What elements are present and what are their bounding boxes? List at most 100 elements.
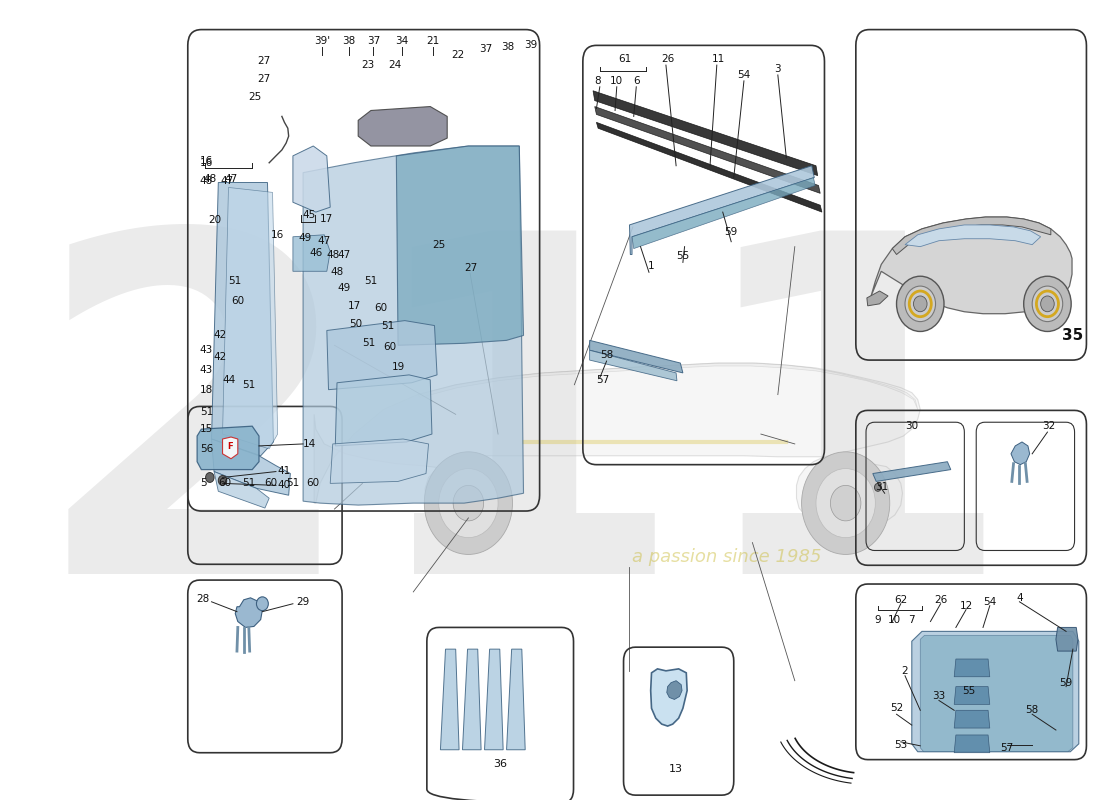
Text: 23: 23 — [361, 60, 374, 70]
Text: 39: 39 — [524, 40, 537, 50]
Text: a passion since 1985: a passion since 1985 — [632, 548, 822, 566]
Polygon shape — [1011, 442, 1030, 465]
Text: 211: 211 — [31, 216, 1016, 672]
Polygon shape — [921, 635, 1072, 752]
Polygon shape — [462, 649, 481, 750]
Polygon shape — [595, 106, 821, 194]
Polygon shape — [593, 90, 817, 176]
Polygon shape — [214, 471, 270, 508]
Polygon shape — [418, 363, 917, 410]
Circle shape — [905, 286, 935, 322]
Polygon shape — [954, 735, 990, 753]
Text: 16: 16 — [271, 230, 284, 240]
Circle shape — [1032, 286, 1063, 322]
Circle shape — [206, 473, 214, 482]
Text: 30: 30 — [905, 421, 918, 431]
Text: 58: 58 — [600, 350, 613, 360]
Text: 3: 3 — [774, 64, 781, 74]
Circle shape — [1024, 276, 1071, 331]
Text: 13: 13 — [669, 765, 683, 774]
Text: 41: 41 — [277, 466, 290, 475]
Text: 35: 35 — [1063, 328, 1084, 343]
Text: 26: 26 — [661, 54, 674, 64]
Text: 47: 47 — [224, 174, 238, 183]
Text: 44: 44 — [222, 375, 236, 385]
Text: 51: 51 — [382, 321, 395, 330]
Text: 27: 27 — [464, 263, 477, 274]
Circle shape — [453, 486, 484, 521]
Circle shape — [896, 276, 944, 331]
Text: 58: 58 — [1025, 706, 1038, 715]
Text: 5: 5 — [200, 478, 207, 488]
Text: 37: 37 — [478, 44, 492, 54]
Polygon shape — [304, 146, 524, 505]
Text: 36: 36 — [493, 758, 507, 769]
Text: 14: 14 — [304, 439, 317, 449]
Text: 32: 32 — [1043, 421, 1056, 431]
Circle shape — [913, 296, 927, 312]
Text: 54: 54 — [983, 597, 997, 606]
Text: 40: 40 — [277, 480, 290, 490]
Polygon shape — [336, 375, 432, 446]
Circle shape — [830, 486, 861, 521]
Text: 9: 9 — [874, 614, 881, 625]
Text: 48: 48 — [204, 174, 217, 183]
Text: 26: 26 — [934, 595, 947, 605]
Polygon shape — [867, 291, 888, 306]
Polygon shape — [293, 234, 330, 271]
Text: 47: 47 — [338, 250, 351, 259]
Polygon shape — [327, 321, 437, 390]
Text: 21: 21 — [426, 37, 439, 46]
Text: 55: 55 — [962, 686, 976, 695]
Text: 47: 47 — [220, 175, 233, 186]
Circle shape — [425, 452, 513, 554]
Text: 20: 20 — [208, 215, 221, 225]
Text: 8: 8 — [594, 76, 601, 86]
Circle shape — [439, 469, 498, 538]
Text: 59: 59 — [725, 227, 738, 237]
Text: 29: 29 — [297, 597, 310, 606]
Polygon shape — [954, 659, 990, 677]
Text: 60: 60 — [219, 478, 232, 488]
Polygon shape — [871, 217, 1072, 314]
Polygon shape — [954, 686, 990, 704]
Text: 25: 25 — [249, 92, 262, 102]
Text: 60: 60 — [264, 478, 277, 488]
Polygon shape — [440, 649, 459, 750]
Circle shape — [874, 483, 881, 491]
Text: 10: 10 — [889, 614, 901, 625]
Text: 27: 27 — [257, 74, 271, 84]
Text: 42: 42 — [213, 330, 227, 341]
Text: 56: 56 — [200, 444, 213, 454]
Text: 60: 60 — [231, 296, 244, 306]
Polygon shape — [330, 439, 429, 483]
Text: 57: 57 — [596, 375, 609, 385]
Polygon shape — [651, 669, 688, 726]
Text: 22: 22 — [452, 50, 465, 60]
Polygon shape — [912, 631, 1079, 752]
Text: 18: 18 — [200, 385, 213, 394]
Text: F: F — [228, 442, 233, 451]
Text: 15: 15 — [200, 424, 213, 434]
Polygon shape — [211, 439, 290, 495]
Text: 43: 43 — [200, 346, 213, 355]
Text: 33: 33 — [933, 690, 946, 701]
Text: 27: 27 — [257, 56, 271, 66]
Text: 50: 50 — [349, 318, 362, 329]
Text: 28: 28 — [197, 594, 210, 604]
Polygon shape — [590, 350, 676, 381]
Text: 6: 6 — [632, 76, 639, 86]
Polygon shape — [315, 363, 921, 529]
Text: 39': 39' — [314, 37, 330, 46]
Polygon shape — [359, 106, 448, 146]
Text: 51: 51 — [286, 478, 299, 488]
Polygon shape — [590, 340, 683, 373]
Text: 60: 60 — [307, 478, 320, 488]
Text: 53: 53 — [894, 740, 908, 750]
Polygon shape — [632, 178, 815, 249]
Text: 55: 55 — [676, 251, 690, 262]
Text: 51: 51 — [200, 407, 213, 418]
Text: 25: 25 — [432, 240, 446, 250]
Circle shape — [816, 469, 876, 538]
Text: 38: 38 — [502, 42, 515, 52]
